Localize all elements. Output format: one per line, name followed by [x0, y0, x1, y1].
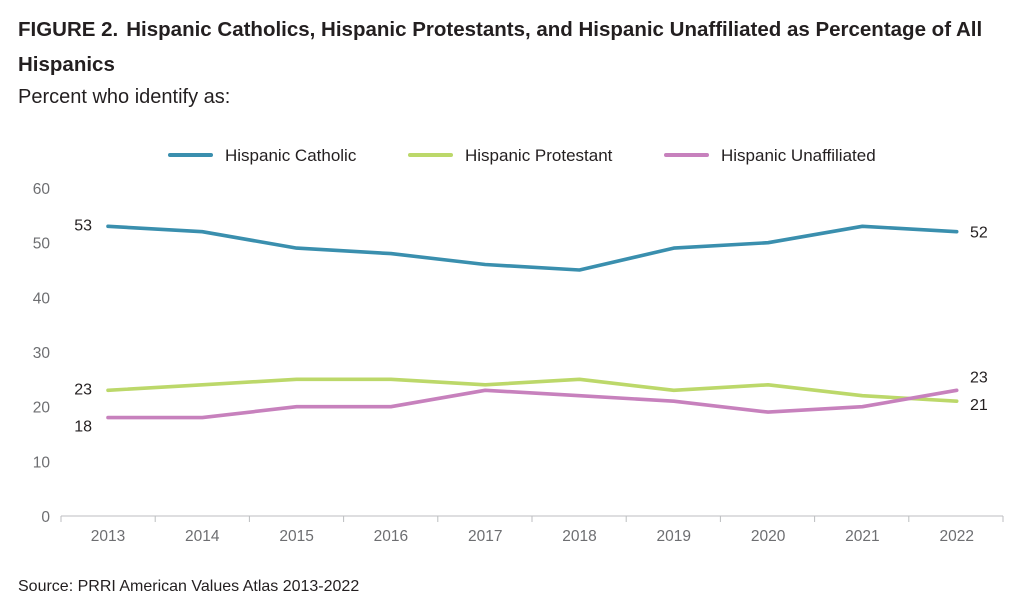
x-tick-label: 2016	[374, 528, 408, 545]
data-label: 53	[74, 217, 92, 234]
figure-title-text: Hispanic Catholics, Hispanic Protestants…	[18, 18, 983, 76]
y-tick-label: 20	[33, 400, 51, 417]
data-label: 23	[970, 369, 988, 386]
y-tick-label: 30	[33, 345, 51, 362]
data-label: 18	[74, 419, 92, 436]
chart-subtitle: Percent who identify as:	[18, 86, 231, 108]
data-label: 23	[74, 381, 92, 398]
y-tick-label: 40	[33, 290, 51, 307]
line-chart: 0 10 20 30 40 50 60 2013 2014 2015 2016 2017 2018 201…	[33, 146, 1004, 545]
legend-label: Hispanic Protestant	[465, 146, 613, 165]
y-tick-label: 60	[33, 181, 51, 198]
y-tick-label: 10	[33, 454, 51, 471]
x-tick-label: 2018	[562, 528, 596, 545]
x-tick-label: 2020	[751, 528, 786, 545]
series-line	[106, 224, 959, 272]
data-label: 21	[970, 397, 988, 414]
figure-label: FIGURE 2.	[18, 18, 119, 41]
series-line	[106, 377, 959, 404]
chart-title: FIGURE 2. Hispanic Catholics, Hispanic Pr…	[18, 12, 1008, 82]
series-line	[106, 388, 959, 420]
source-note: Source: PRRI American Values Atlas 2013-…	[18, 578, 360, 595]
x-tick-label: 2022	[939, 528, 973, 545]
x-tick-label: 2021	[845, 528, 879, 545]
x-tick-label: 2019	[657, 528, 691, 545]
x-tick-label: 2013	[91, 528, 125, 545]
x-tick-label: 2015	[279, 528, 313, 545]
x-tick-label: 2014	[185, 528, 220, 545]
data-label: 52	[970, 225, 988, 242]
legend-label: Hispanic Catholic	[225, 146, 357, 165]
y-tick-label: 50	[33, 236, 51, 253]
legend-label: Hispanic Unaffiliated	[721, 146, 876, 165]
y-tick-label: 0	[41, 509, 50, 526]
x-tick-label: 2017	[468, 528, 502, 545]
